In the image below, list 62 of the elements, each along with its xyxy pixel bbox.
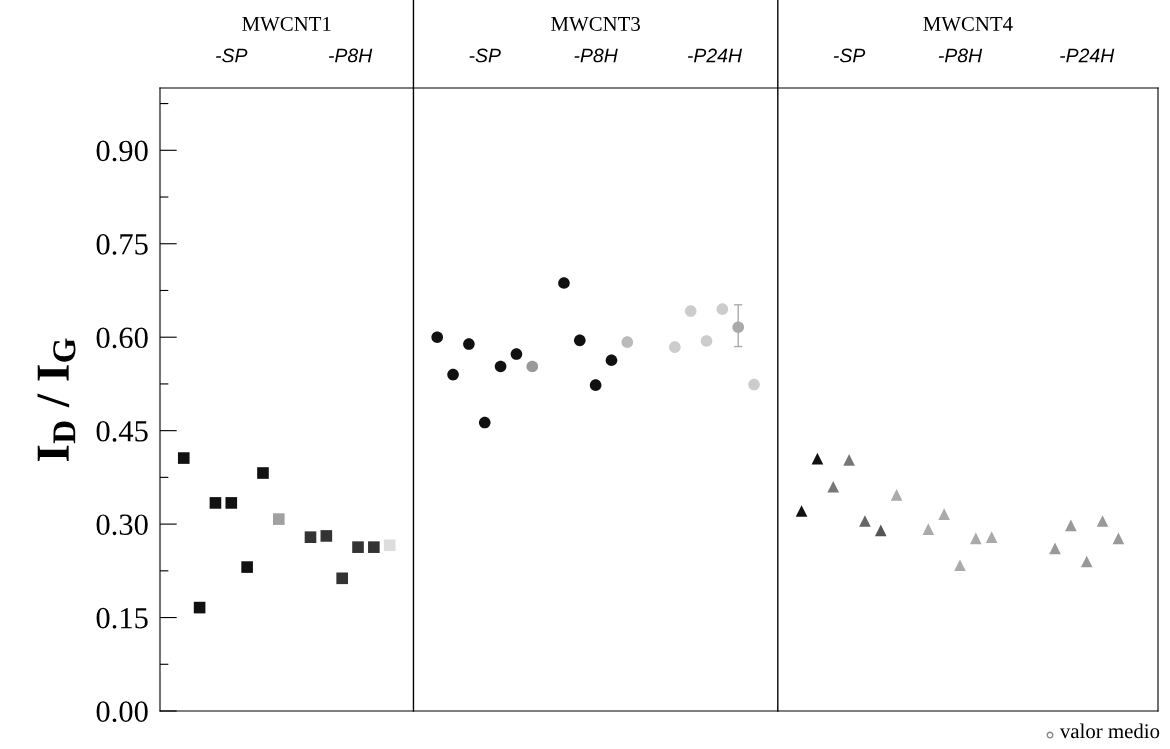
point bbox=[558, 277, 570, 289]
point bbox=[352, 541, 364, 553]
point bbox=[605, 354, 618, 367]
point bbox=[368, 541, 380, 553]
point bbox=[209, 497, 222, 509]
point bbox=[573, 334, 586, 347]
point bbox=[938, 508, 950, 520]
text: MWCNT4 bbox=[923, 16, 1013, 32]
y-tick-label: 0.30 bbox=[96, 514, 148, 536]
point bbox=[985, 531, 998, 543]
text: -P8H bbox=[574, 48, 618, 63]
text: -P24H bbox=[1060, 48, 1115, 63]
point bbox=[320, 530, 333, 542]
point bbox=[1065, 519, 1077, 532]
y-tick-label: 0.60 bbox=[96, 327, 148, 349]
point bbox=[1080, 555, 1093, 568]
point bbox=[241, 561, 253, 573]
point bbox=[1112, 532, 1125, 545]
point bbox=[859, 515, 871, 527]
text: -P8H bbox=[938, 48, 983, 63]
point bbox=[684, 305, 697, 317]
point bbox=[510, 348, 523, 360]
point bbox=[827, 480, 840, 493]
text: -P24H bbox=[687, 48, 743, 63]
text: -P8H bbox=[328, 48, 373, 63]
point bbox=[193, 601, 206, 614]
point bbox=[225, 497, 238, 509]
point bbox=[874, 524, 887, 537]
point bbox=[843, 454, 855, 466]
point bbox=[478, 416, 491, 429]
y-tick-label: 0.75 bbox=[96, 234, 148, 255]
point bbox=[1096, 515, 1109, 527]
text: -SP bbox=[469, 48, 501, 63]
y-tick-label: 0.00 bbox=[96, 701, 148, 723]
point bbox=[463, 338, 475, 350]
point bbox=[669, 341, 681, 353]
point bbox=[336, 572, 348, 585]
point bbox=[431, 331, 444, 344]
point bbox=[304, 531, 317, 543]
point bbox=[447, 368, 459, 381]
point bbox=[621, 336, 634, 348]
point bbox=[257, 467, 269, 479]
text: -SP bbox=[833, 48, 866, 63]
point bbox=[716, 303, 729, 315]
point bbox=[954, 559, 966, 572]
point bbox=[494, 360, 507, 373]
y-tick-label: 0.90 bbox=[96, 140, 148, 162]
text: MWCNT1 bbox=[242, 16, 331, 32]
text: valor medio bbox=[1059, 723, 1160, 739]
y-axis-title: I$_{D}$ / I$_{G}$ bbox=[37, 338, 76, 461]
point bbox=[970, 532, 982, 545]
point bbox=[177, 452, 190, 464]
text: -SP bbox=[216, 48, 248, 63]
text: MWCNT3 bbox=[551, 16, 640, 32]
y-tick-label: 0.45 bbox=[96, 420, 148, 442]
point bbox=[700, 335, 713, 347]
point bbox=[383, 539, 396, 552]
point bbox=[589, 379, 602, 391]
y-tick-label: 0.15 bbox=[96, 607, 148, 629]
point bbox=[273, 513, 285, 525]
point bbox=[748, 378, 760, 391]
point bbox=[922, 523, 935, 535]
